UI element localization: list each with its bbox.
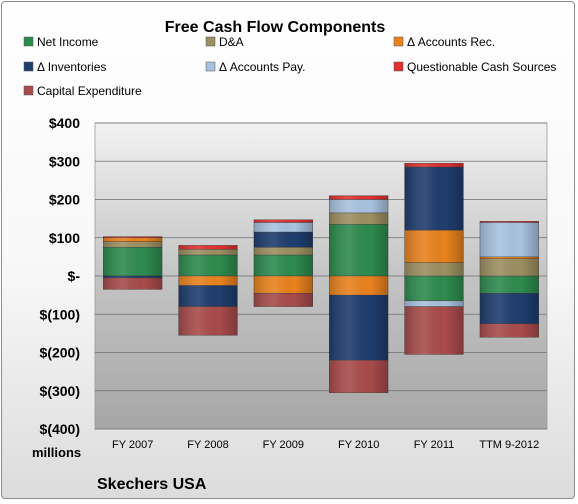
bar-segment — [178, 249, 238, 256]
bar-segment — [404, 166, 464, 231]
legend-label: D&A — [219, 35, 244, 49]
x-axis-ticks: FY 2007 FY 2008 FY 2009 FY 2010 FY 2011 TTM 9… — [112, 439, 539, 451]
bar-segment — [329, 359, 389, 393]
x-tick-label: FY 2008 — [187, 439, 228, 451]
bars — [103, 162, 539, 393]
bar-segment — [404, 229, 464, 263]
bar-segment — [329, 224, 389, 277]
legend-label: Δ Inventories — [37, 60, 106, 74]
legend-label: Capital Expenditure — [37, 84, 142, 98]
bar-segment — [404, 162, 464, 168]
x-tick-label: FY 2011 — [414, 439, 455, 451]
bar-segment — [404, 275, 464, 302]
bar-segment — [253, 275, 313, 294]
bar-segment — [479, 293, 539, 325]
y-tick-label: $- — [68, 268, 81, 284]
legend-label: Net Income — [37, 35, 99, 49]
y-tick-label: $100 — [49, 230, 80, 246]
bar-segment — [103, 237, 163, 242]
legend-swatch — [23, 85, 34, 96]
gridlines — [95, 122, 547, 430]
legend-item: Questionable Cash Sources — [393, 60, 556, 74]
bar-segment — [178, 254, 238, 277]
y-tick-label: $300 — [49, 153, 80, 169]
bar-segment — [479, 258, 539, 277]
y-tick-label: $(400) — [40, 421, 80, 437]
bar-segment — [178, 275, 238, 286]
bar-segment — [253, 293, 313, 307]
bar-segment — [103, 241, 163, 248]
bar-segment — [479, 221, 539, 223]
legend-swatch — [23, 61, 34, 72]
bar-segment — [404, 262, 464, 277]
bar-segment — [329, 212, 389, 225]
bar-segment — [329, 275, 389, 296]
bar-segment — [178, 245, 238, 250]
x-tick-label: FY 2009 — [263, 439, 304, 451]
legend-swatch — [205, 61, 216, 72]
bar-segment — [178, 306, 238, 336]
chart-title: Free Cash Flow Components — [165, 19, 386, 36]
bar-segment — [479, 256, 539, 259]
bar-segment — [253, 254, 313, 277]
bar-segment — [103, 277, 163, 290]
bar-segment — [103, 247, 163, 277]
source-label: Skechers USA — [97, 476, 207, 493]
bar-segment — [404, 300, 464, 307]
bar-segment — [329, 294, 389, 361]
y-tick-label: $200 — [49, 192, 80, 208]
y-tick-label: $(300) — [40, 383, 80, 399]
bar-segment — [253, 219, 313, 223]
bar-segment — [404, 306, 464, 355]
legend-item: Δ Accounts Pay. — [205, 60, 306, 74]
bar-segment — [479, 222, 539, 258]
bar-segment — [253, 231, 313, 248]
legend-item: Δ Inventories — [23, 60, 106, 74]
y-tick-label: $400 — [49, 115, 80, 131]
legend-label: Δ Accounts Pay. — [219, 60, 306, 74]
unit-label: millions — [32, 445, 81, 460]
x-tick-label: FY 2010 — [338, 439, 379, 451]
legend: Net Income D&A Δ Accounts Rec. Δ Inventorie… — [23, 35, 556, 98]
legend-swatch — [393, 36, 404, 47]
legend-label: Δ Accounts Rec. — [407, 35, 495, 49]
bar-segment — [253, 247, 313, 256]
legend-swatch — [205, 36, 216, 47]
y-axis-ticks: $400 $300 $200 $100 $- $(100) $(200) $(300) $(40… — [40, 115, 81, 437]
legend-swatch — [23, 36, 34, 47]
bar-segment — [103, 236, 163, 238]
bar-segment — [178, 285, 238, 307]
legend-item: Net Income — [23, 35, 99, 49]
bar-segment — [479, 323, 539, 338]
bar-segment — [103, 275, 163, 279]
x-tick-label: FY 2007 — [112, 439, 153, 451]
legend-item: Capital Expenditure — [23, 84, 142, 98]
legend-item: D&A — [205, 35, 244, 49]
y-tick-label: $(100) — [40, 306, 80, 322]
bar-segment — [479, 275, 539, 294]
bar-segment — [253, 222, 313, 233]
legend-label: Questionable Cash Sources — [407, 60, 556, 74]
bar-segment — [329, 195, 389, 200]
bar-segment — [329, 199, 389, 214]
legend-swatch — [393, 61, 404, 72]
y-tick-label: $(200) — [40, 345, 80, 361]
x-tick-label: TTM 9-2012 — [479, 439, 539, 451]
legend-item: Δ Accounts Rec. — [393, 35, 495, 49]
